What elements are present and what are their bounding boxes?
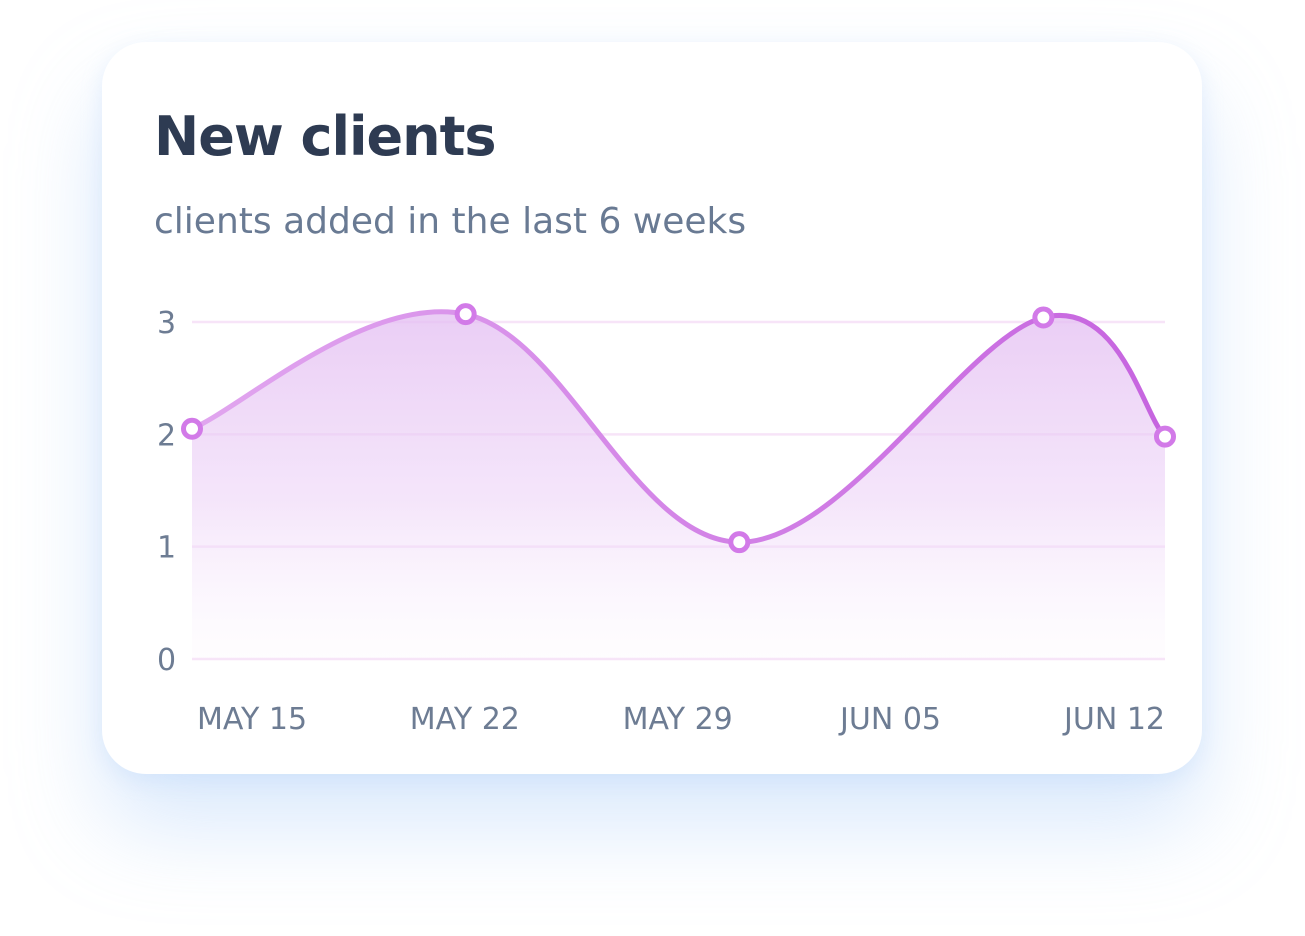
y-axis-tick-label: 2	[157, 418, 176, 453]
y-axis-tick-labels: 0 1 2 3	[157, 306, 176, 678]
y-axis-tick-label: 0	[157, 643, 176, 678]
new-clients-card: New clients clients added in the last 6 …	[102, 42, 1202, 774]
card-subtitle: clients added in the last 6 weeks	[154, 201, 747, 242]
x-axis-tick-label: MAY 29	[623, 702, 733, 737]
x-axis-tick-label: MAY 15	[197, 702, 307, 737]
y-axis-tick-label: 3	[157, 306, 176, 341]
chart-area-fill	[192, 311, 1165, 659]
chart-data-point	[1032, 306, 1055, 329]
chart-point-layer	[181, 303, 1176, 554]
x-axis-tick-labels: MAY 15 MAY 22 MAY 29 JUN 05 JUN 12	[197, 702, 1165, 737]
chart-data-point	[181, 417, 203, 440]
x-axis-tick-label: JUN 05	[838, 702, 941, 737]
new-clients-chart: 0 1 2 3 MAY 15 MAY 22 MAY 29 JUN 05 JUN 12	[157, 303, 1176, 737]
chart-data-point	[1154, 425, 1176, 448]
x-axis-tick-label: JUN 12	[1062, 702, 1165, 737]
card-title: New clients	[154, 105, 497, 168]
chart-data-point	[728, 531, 751, 554]
x-axis-tick-label: MAY 22	[410, 702, 520, 737]
y-axis-tick-label: 1	[157, 531, 176, 566]
chart-data-point	[454, 303, 477, 326]
chart-area-layer	[192, 311, 1165, 659]
